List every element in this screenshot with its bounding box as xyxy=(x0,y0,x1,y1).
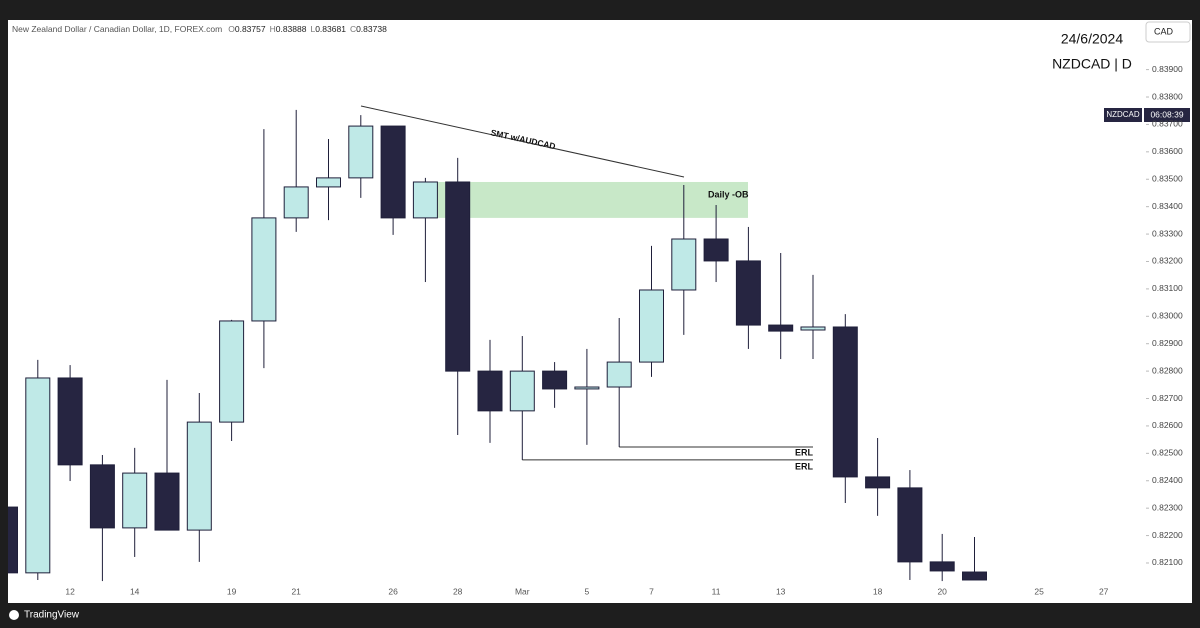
y-tick-label: 0.82200 xyxy=(1152,530,1183,540)
ohlc-value: 0.83681 xyxy=(315,24,346,34)
x-tick-label: 12 xyxy=(65,586,75,596)
ohlc-value: 0.83888 xyxy=(276,24,307,34)
y-tick-label: 0.82800 xyxy=(1152,365,1183,375)
y-tick-label: 0.83100 xyxy=(1152,283,1183,293)
erl-label: ERL xyxy=(795,461,814,471)
order-block-label: Daily -OB xyxy=(708,189,749,199)
candle-body xyxy=(897,487,923,563)
candle-body xyxy=(962,571,987,581)
x-tick-label: 19 xyxy=(227,586,237,596)
x-tick-label: 27 xyxy=(1099,586,1109,596)
x-tick-label: 26 xyxy=(388,586,398,596)
candle-body xyxy=(412,181,438,219)
x-tick-label: 11 xyxy=(712,586,721,596)
chart-title: New Zealand Dollar / Canadian Dollar, 1D… xyxy=(12,24,387,34)
ohlc-key: H xyxy=(270,24,276,34)
title-text: New Zealand Dollar / Canadian Dollar, 1D… xyxy=(12,24,222,34)
candle-body xyxy=(8,506,18,574)
y-tick-label: 0.83600 xyxy=(1152,146,1183,156)
x-tick-label: 21 xyxy=(291,586,301,596)
candle-body xyxy=(574,386,600,390)
currency-button[interactable] xyxy=(1145,21,1191,43)
candle-body xyxy=(122,472,148,529)
candle-body xyxy=(251,217,277,322)
candle-body xyxy=(800,326,826,331)
brand-logo xyxy=(9,610,19,620)
order-block-zone xyxy=(425,181,748,218)
candle-body xyxy=(316,177,341,188)
candle-body xyxy=(832,326,858,478)
ohlc-value: 0.83757 xyxy=(235,24,266,34)
date-label: 24/6/2024 xyxy=(1061,31,1123,47)
candle-body xyxy=(154,472,180,531)
y-tick-label: 0.83000 xyxy=(1152,311,1183,321)
ohlc-key: O xyxy=(228,24,235,34)
candle-body xyxy=(380,125,406,219)
candle-body xyxy=(89,464,115,529)
ohlc-key: C xyxy=(350,24,356,34)
symbol-label: NZDCAD | D xyxy=(1052,56,1132,72)
x-tick-label: Mar xyxy=(515,586,530,596)
plot-area xyxy=(8,109,987,582)
candle-body xyxy=(219,320,245,423)
candle-body xyxy=(671,238,697,291)
x-tick-label: 7 xyxy=(649,586,654,596)
ohlc-key: L xyxy=(310,24,315,34)
candle-body xyxy=(929,561,955,572)
y-tick-label: 0.82300 xyxy=(1152,502,1183,512)
last-price-symbol-box xyxy=(1104,108,1142,122)
candle-body xyxy=(735,260,761,326)
plot-background xyxy=(8,20,1192,603)
x-tick-label: 20 xyxy=(937,586,947,596)
x-tick-label: 13 xyxy=(776,586,786,596)
y-tick-label: 0.83500 xyxy=(1152,173,1183,183)
candle-body xyxy=(865,476,891,489)
y-tick-label: 0.82400 xyxy=(1152,475,1183,485)
y-tick-label: 0.82500 xyxy=(1152,448,1183,458)
candle-body xyxy=(348,125,374,179)
candle-body xyxy=(606,361,632,388)
x-tick-label: 28 xyxy=(453,586,463,596)
x-tick-label: 25 xyxy=(1034,586,1044,596)
countdown-box xyxy=(1144,108,1190,122)
y-tick-label: 0.83400 xyxy=(1152,201,1183,211)
candle-body xyxy=(509,370,535,412)
last-price-symbol: NZDCAD xyxy=(1106,110,1140,119)
y-tick-label: 0.83700 xyxy=(1152,119,1183,129)
candle-body xyxy=(445,181,471,372)
candle-body xyxy=(703,238,729,262)
candle-body xyxy=(283,186,309,219)
countdown: 06:08:39 xyxy=(1150,109,1183,119)
y-tick-label: 0.82100 xyxy=(1152,557,1183,567)
candle-body xyxy=(542,370,568,390)
x-tick-label: 14 xyxy=(130,586,140,596)
y-tick-label: 0.83900 xyxy=(1152,64,1183,74)
smt-line xyxy=(360,105,685,178)
y-tick-label: 0.82700 xyxy=(1152,393,1183,403)
erl-label: ERL xyxy=(795,447,814,457)
candle-body xyxy=(639,289,664,363)
candle-body xyxy=(768,324,794,332)
candle-body xyxy=(186,421,212,531)
y-tick-label: 0.83200 xyxy=(1152,256,1183,266)
currency-label[interactable]: CAD xyxy=(1154,26,1174,36)
candle-body xyxy=(25,377,51,574)
candle-body xyxy=(477,370,503,412)
ohlc-header: O0.83757 H0.83888 L0.83681 C0.83738 xyxy=(228,24,387,34)
y-tick-label: 0.83300 xyxy=(1152,228,1183,238)
y-tick-label: 0.82900 xyxy=(1152,338,1183,348)
y-tick-label: 0.83800 xyxy=(1152,91,1183,101)
x-tick-label: 5 xyxy=(585,586,590,596)
candle-body xyxy=(57,377,83,466)
x-tick-label: 18 xyxy=(873,586,883,596)
y-tick-label: 0.82600 xyxy=(1152,420,1183,430)
ohlc-value: 0.83738 xyxy=(356,24,387,34)
brand: TradingView xyxy=(24,610,80,621)
